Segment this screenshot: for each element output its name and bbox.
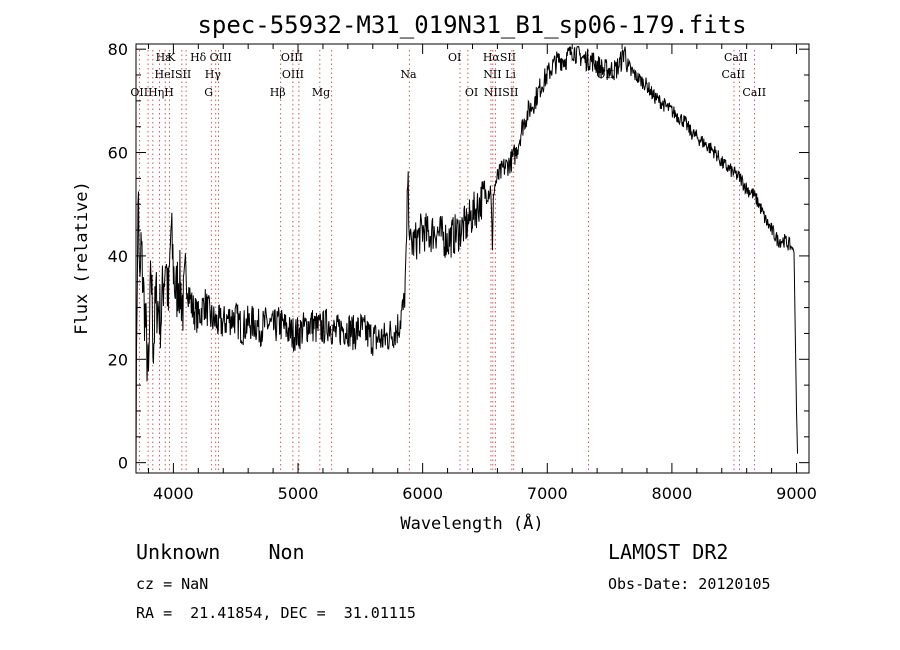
survey-label: LAMOST DR2 <box>608 540 729 564</box>
spectral-line-label: Na <box>400 68 417 81</box>
spectral-line-label: Hδ <box>190 51 207 64</box>
spectral-line-label: HαSII <box>483 51 516 64</box>
spectral-line-label: OI <box>465 86 478 99</box>
y-tick-label: 0 <box>118 454 128 473</box>
spectral-line-label: OI <box>448 51 461 64</box>
spectral-line-label: Hβ <box>270 86 286 99</box>
x-tick-label: 7000 <box>527 484 568 503</box>
plot-frame <box>135 43 810 474</box>
x-axis-label: Wavelength (Å) <box>400 512 543 534</box>
chart-title: spec-55932-M31_019N31_B1_sp06-179.fits <box>197 11 746 39</box>
spectral-line-label: OIII <box>281 51 303 64</box>
spectral-line-label: OIII <box>282 68 304 81</box>
spectral-line-label: Hγ <box>205 68 222 81</box>
spectral-line-label: Hε <box>156 51 172 64</box>
spectral-line-label: OIII <box>210 51 232 64</box>
observation-date: Obs-Date: 20120105 <box>608 575 771 593</box>
y-tick-label: 40 <box>108 247 128 266</box>
x-tick-label: 9000 <box>776 484 817 503</box>
spectral-line-label: Mg <box>312 86 330 99</box>
spectral-line-label: NIISII <box>484 86 519 99</box>
x-tick-label: 6000 <box>402 484 443 503</box>
classification-label: Unknown Non <box>136 540 305 564</box>
x-tick-label: 8000 <box>652 484 693 503</box>
spectral-line-label: CaII <box>721 68 745 81</box>
spectral-line-label: HeISII <box>155 68 192 81</box>
spectral-line-label: G <box>204 86 213 99</box>
spectral-line-label: K <box>167 51 176 64</box>
y-tick-label: 80 <box>108 40 128 59</box>
spectral-line-label: OIIHηH <box>130 86 173 99</box>
spectral-line-label: CaII <box>724 51 748 64</box>
spectrum-series-line <box>135 45 798 471</box>
x-tick-label: 5000 <box>278 484 319 503</box>
spectral-line-label: CaII <box>742 86 766 99</box>
spectral-line-label: NII Li <box>483 68 516 81</box>
axis-ticks: 4000 5000 6000 7000 8000 9000 0 20 40 60 80 <box>108 40 817 503</box>
y-axis-label: Flux (relative) <box>72 181 92 335</box>
y-tick-label: 20 <box>108 350 128 369</box>
x-tick-label: 4000 <box>153 484 194 503</box>
y-tick-label: 60 <box>108 144 128 163</box>
coordinates-readout: RA = 21.41854, DEC = 31.01115 <box>136 604 416 622</box>
redshift-readout: cz = NaN <box>136 575 209 593</box>
